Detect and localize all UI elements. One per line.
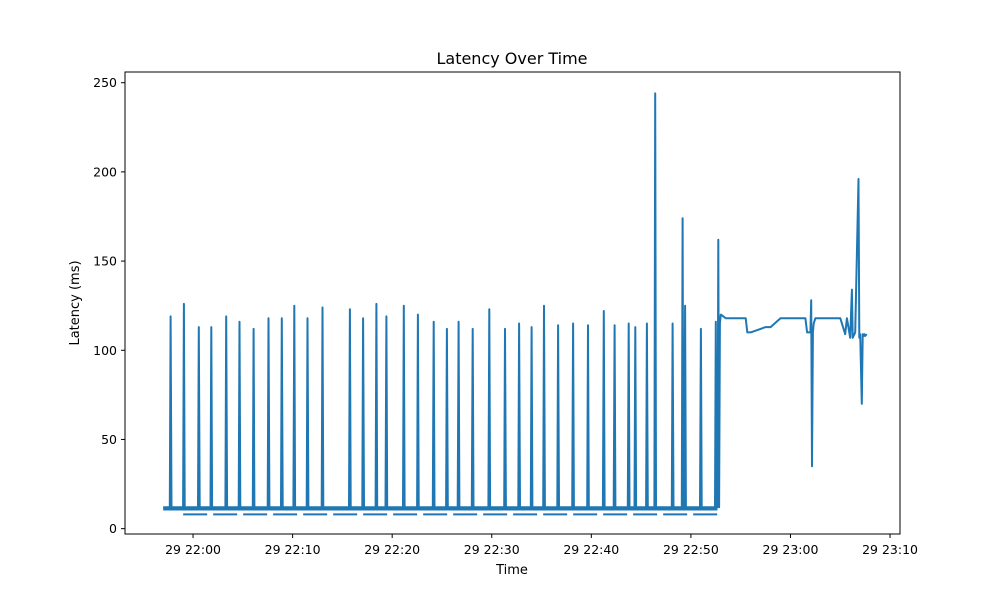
x-tick-label: 29 22:30: [464, 542, 520, 557]
y-tick-label: 0: [109, 521, 117, 536]
y-axis-label: Latency (ms): [68, 260, 83, 345]
y-tick-label: 200: [93, 164, 117, 179]
x-tick-label: 29 22:20: [364, 542, 420, 557]
x-tick-label: 29 22:00: [165, 542, 221, 557]
plot-area: [163, 92, 868, 516]
y-tick-label: 100: [93, 343, 117, 358]
x-axis: 29 22:00 29 22:10 29 22:20 29 22:30 29 22:40…: [165, 534, 918, 557]
x-tick-label: 29 22:50: [663, 542, 719, 557]
x-tick-label: 29 23:00: [763, 542, 819, 557]
y-tick-label: 250: [93, 75, 117, 90]
chart-title: Latency Over Time: [436, 49, 587, 68]
y-tick-label: 150: [93, 254, 117, 269]
axes-frame: [124, 71, 901, 535]
y-axis: 0 50 100 150 200 250: [93, 75, 125, 536]
x-axis-label: Time: [495, 563, 528, 578]
x-tick-label: 29 23:10: [862, 542, 918, 557]
latency-series-line: [163, 92, 868, 509]
y-tick-label: 50: [101, 432, 117, 447]
x-tick-label: 29 22:10: [265, 542, 321, 557]
x-tick-label: 29 22:40: [563, 542, 619, 557]
